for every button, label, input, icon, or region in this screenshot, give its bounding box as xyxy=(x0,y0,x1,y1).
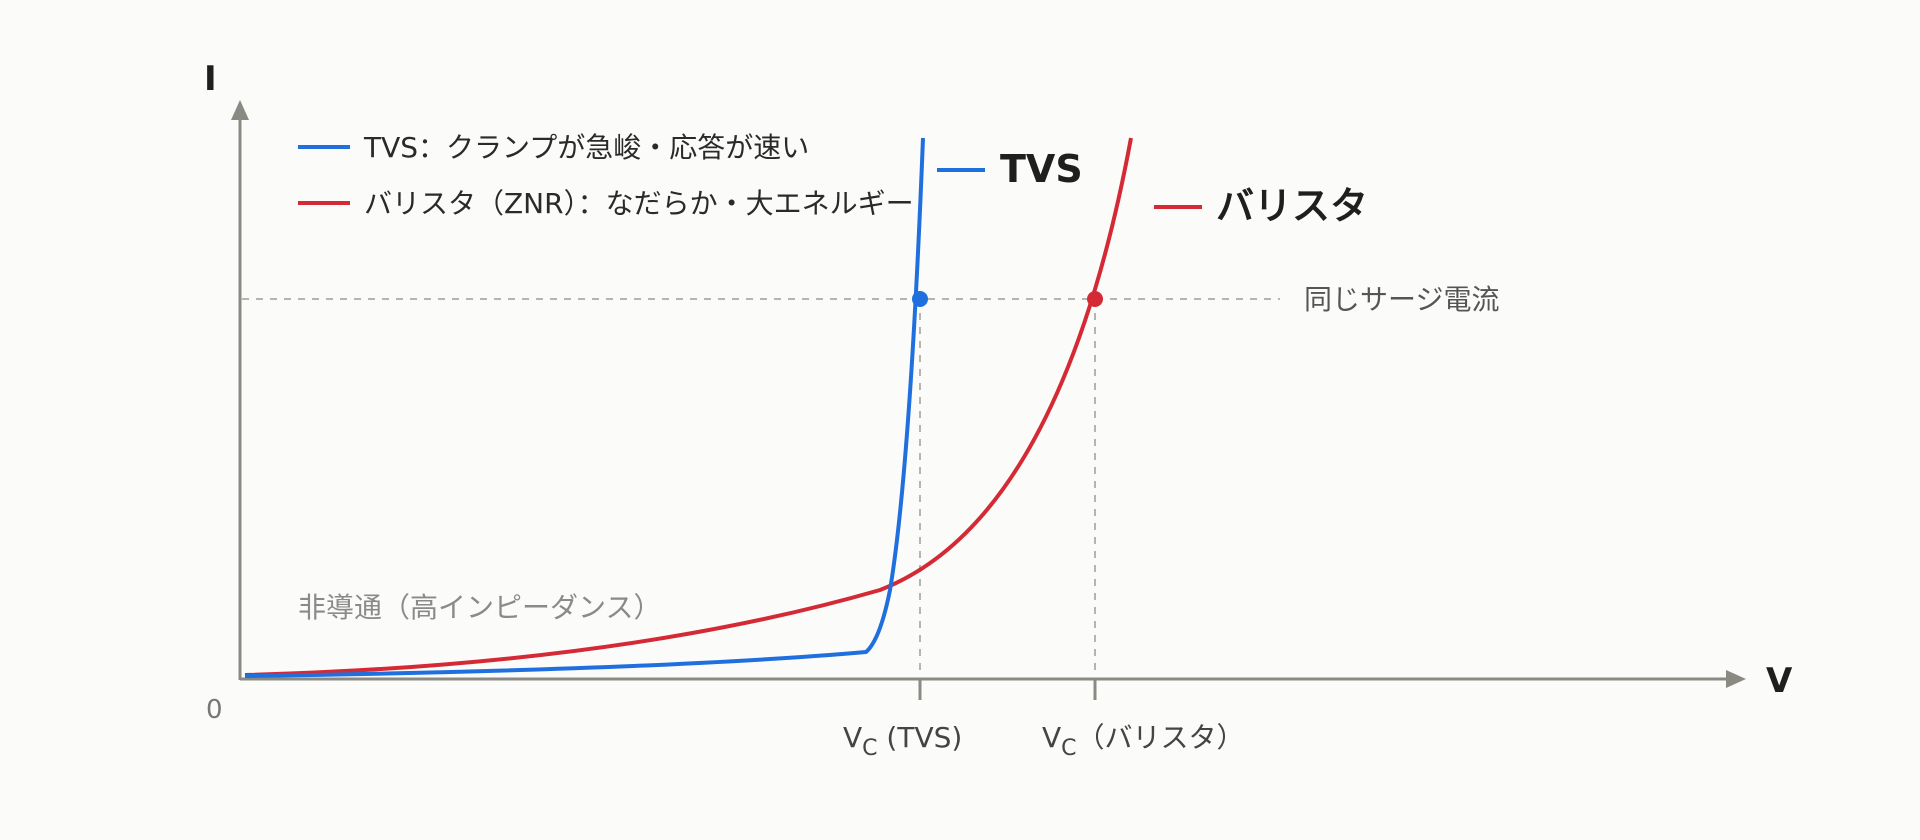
origin-label: 0 xyxy=(206,695,223,725)
x-axis-label: V xyxy=(1766,661,1793,701)
tvs-operating-point xyxy=(912,291,928,307)
y-axis-label: I xyxy=(204,59,217,99)
vc-tvs-label: VC (TVS) xyxy=(843,721,962,761)
varistor-tag-label: バリスタ xyxy=(1216,184,1368,228)
series-tags: TVS バリスタ xyxy=(937,147,1368,228)
varistor-operating-point xyxy=(1087,291,1103,307)
legend: TVS：クランプが急峻・応答が速い バリスタ（ZNR）：なだらか・大エネルギー xyxy=(298,131,914,220)
y-axis-arrow xyxy=(231,100,249,120)
off-state-label: 非導通（高インピーダンス） xyxy=(298,591,661,624)
same-surge-current-label: 同じサージ電流 xyxy=(1304,283,1499,316)
legend-varistor-label: バリスタ（ZNR）：なだらか・大エネルギー xyxy=(364,187,914,220)
x-axis-arrow xyxy=(1726,670,1746,688)
axes: I V 0 xyxy=(204,59,1793,725)
tvs-tag-label: TVS xyxy=(1000,147,1083,191)
tvs-curve xyxy=(244,137,925,678)
varistor-curve xyxy=(244,137,1133,677)
vc-varistor-label: VC（バリスタ） xyxy=(1042,721,1245,761)
legend-tvs-label: TVS：クランプが急峻・応答が速い xyxy=(363,131,809,164)
guide-lines xyxy=(242,298,1280,700)
